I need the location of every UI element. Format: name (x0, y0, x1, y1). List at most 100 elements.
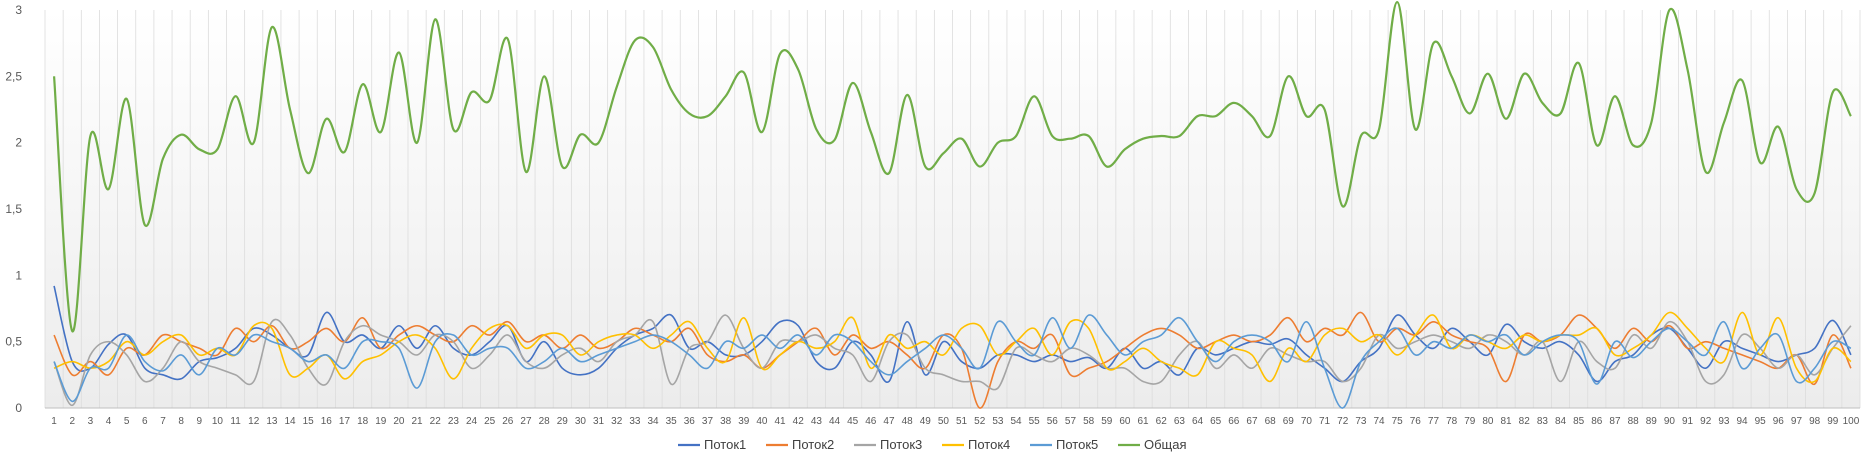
x-tick-label: 22 (430, 416, 442, 427)
x-tick-label: 5 (124, 416, 130, 427)
x-tick-label: 35 (666, 416, 678, 427)
legend-item[interactable]: Общая (1118, 437, 1187, 452)
x-tick-label: 79 (1464, 416, 1476, 427)
x-tick-label: 29 (557, 416, 569, 427)
x-tick-label: 75 (1392, 416, 1404, 427)
x-tick-label: 54 (1010, 416, 1022, 427)
y-tick-label: 0,5 (5, 335, 22, 349)
legend-item[interactable]: Поток3 (854, 437, 922, 452)
x-tick-label: 21 (412, 416, 424, 427)
x-tick-label: 16 (321, 416, 333, 427)
x-tick-label: 52 (974, 416, 986, 427)
y-tick-label: 2 (15, 136, 22, 150)
x-tick-label: 44 (829, 416, 841, 427)
y-tick-label: 1,5 (5, 202, 22, 216)
x-tick-label: 20 (393, 416, 405, 427)
x-tick-label: 72 (1337, 416, 1349, 427)
x-tick-label: 58 (1083, 416, 1095, 427)
x-tick-label: 14 (284, 416, 296, 427)
legend-label: Поток2 (792, 437, 834, 452)
x-tick-label: 23 (448, 416, 460, 427)
series-lines (52, 0, 1852, 409)
x-tick-label: 80 (1482, 416, 1494, 427)
series-line-1 (53, 285, 1852, 383)
legend-item[interactable]: Поток4 (942, 437, 1010, 452)
x-tick-label: 34 (647, 416, 659, 427)
x-tick-label: 31 (593, 416, 605, 427)
x-tick-label: 40 (756, 416, 768, 427)
x-tick-label: 94 (1736, 416, 1748, 427)
x-tick-label: 97 (1791, 416, 1803, 427)
x-tick-label: 89 (1646, 416, 1658, 427)
x-tick-label: 46 (865, 416, 877, 427)
x-tick-label: 2 (69, 416, 75, 427)
series-line-5 (53, 314, 1852, 409)
x-tick-label: 38 (720, 416, 732, 427)
x-tick-label: 49 (920, 416, 932, 427)
x-tick-label: 88 (1628, 416, 1640, 427)
x-tick-label: 43 (811, 416, 823, 427)
x-tick-label: 25 (484, 416, 496, 427)
x-tick-label: 70 (1301, 416, 1313, 427)
legend-label: Поток5 (1056, 437, 1098, 452)
vertical-gridlines (44, 10, 1861, 408)
x-tick-label: 93 (1718, 416, 1730, 427)
x-tick-label: 3 (88, 416, 94, 427)
x-tick-label: 69 (1283, 416, 1295, 427)
x-tick-label: 4 (106, 416, 112, 427)
legend: Поток1 Поток2 Поток3 Поток4 Поток5 Общая (678, 437, 1187, 452)
x-tick-label: 84 (1555, 416, 1567, 427)
x-tick-label: 42 (793, 416, 805, 427)
x-tick-label: 67 (1246, 416, 1258, 427)
x-tick-label: 83 (1537, 416, 1549, 427)
x-tick-label: 64 (1192, 416, 1204, 427)
y-axis-tick-labels: 0 0,5 1 1,5 2 2,5 3 (5, 3, 22, 415)
legend-item[interactable]: Поток5 (1030, 437, 1098, 452)
x-tick-label: 85 (1573, 416, 1585, 427)
x-tick-label: 68 (1265, 416, 1277, 427)
x-tick-label: 10 (212, 416, 224, 427)
x-tick-label: 33 (629, 416, 641, 427)
x-tick-label: 7 (160, 416, 166, 427)
x-tick-label: 37 (702, 416, 714, 427)
x-tick-label: 66 (1228, 416, 1240, 427)
x-tick-label: 98 (1809, 416, 1821, 427)
y-tick-label: 2,5 (5, 69, 22, 83)
x-tick-label: 100 (1843, 416, 1860, 427)
legend-label: Поток1 (704, 437, 746, 452)
x-tick-label: 86 (1591, 416, 1603, 427)
x-tick-label: 36 (684, 416, 696, 427)
x-tick-label: 65 (1210, 416, 1222, 427)
legend-item[interactable]: Поток1 (678, 437, 746, 452)
x-tick-label: 19 (375, 416, 387, 427)
x-tick-label: 76 (1410, 416, 1422, 427)
x-tick-label: 32 (611, 416, 623, 427)
x-tick-label: 62 (1156, 416, 1168, 427)
x-tick-label: 63 (1174, 416, 1186, 427)
x-tick-label: 8 (178, 416, 184, 427)
x-tick-label: 39 (738, 416, 750, 427)
x-tick-label: 82 (1519, 416, 1531, 427)
x-tick-label: 48 (902, 416, 914, 427)
series-line-3 (53, 314, 1852, 407)
legend-item[interactable]: Поток2 (766, 437, 834, 452)
x-tick-label: 12 (248, 416, 260, 427)
x-tick-label: 11 (230, 416, 241, 427)
x-tick-label: 6 (142, 416, 148, 427)
x-tick-label: 30 (575, 416, 587, 427)
x-tick-label: 90 (1664, 416, 1676, 427)
x-tick-label: 60 (1119, 416, 1131, 427)
x-tick-label: 92 (1700, 416, 1712, 427)
x-tick-label: 95 (1755, 416, 1767, 427)
y-tick-label: 3 (15, 3, 22, 17)
x-tick-label: 81 (1501, 416, 1513, 427)
series-line-4 (53, 311, 1852, 384)
x-tick-label: 18 (357, 416, 369, 427)
legend-label: Общая (1144, 437, 1187, 452)
x-tick-label: 57 (1065, 416, 1077, 427)
x-tick-label: 15 (303, 416, 315, 427)
x-tick-label: 71 (1319, 416, 1331, 427)
x-tick-label: 73 (1355, 416, 1367, 427)
x-tick-label: 45 (847, 416, 859, 427)
legend-label: Поток3 (880, 437, 922, 452)
